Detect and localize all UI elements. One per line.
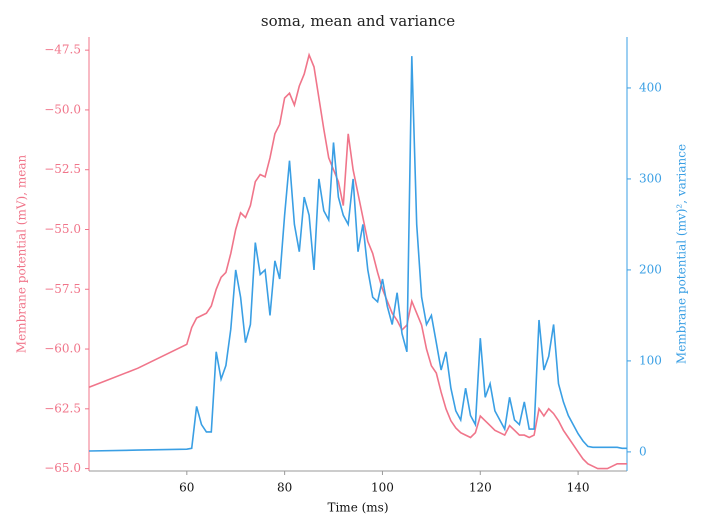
x-tick-label: 140 (567, 481, 590, 495)
y2-tick-label: 200 (639, 262, 662, 276)
y-tick-label: −62.5 (44, 401, 81, 415)
y-tick-label: −60.0 (44, 342, 81, 356)
y2-axis-label: Membrane potential (mv)², variance (675, 144, 689, 364)
y-tick-label: −50.0 (44, 102, 81, 116)
line-mean (88, 52, 627, 470)
y-tick-label: −55.0 (44, 222, 81, 236)
line-variance (88, 56, 627, 452)
y-tick-label: −65.0 (44, 461, 81, 475)
y-axis-label: Membrane potential (mV), mean (15, 155, 29, 354)
y-tick-label: −57.5 (44, 282, 81, 296)
x-tick-label: 80 (277, 481, 292, 495)
y2-tick-label: 100 (639, 353, 662, 367)
x-tick-label: 60 (179, 481, 194, 495)
x-tick-label: 120 (469, 481, 492, 495)
x-tick-label: 100 (371, 481, 394, 495)
y2-tick-label: 400 (639, 80, 662, 94)
y-tick-label: −52.5 (44, 162, 81, 176)
chart-title: soma, mean and variance (261, 12, 455, 30)
y2-tick-label: 0 (639, 444, 647, 458)
y2-tick-label: 300 (639, 171, 662, 185)
x-axis-label: Time (ms) (327, 501, 388, 515)
y-tick-label: −47.5 (44, 43, 81, 57)
